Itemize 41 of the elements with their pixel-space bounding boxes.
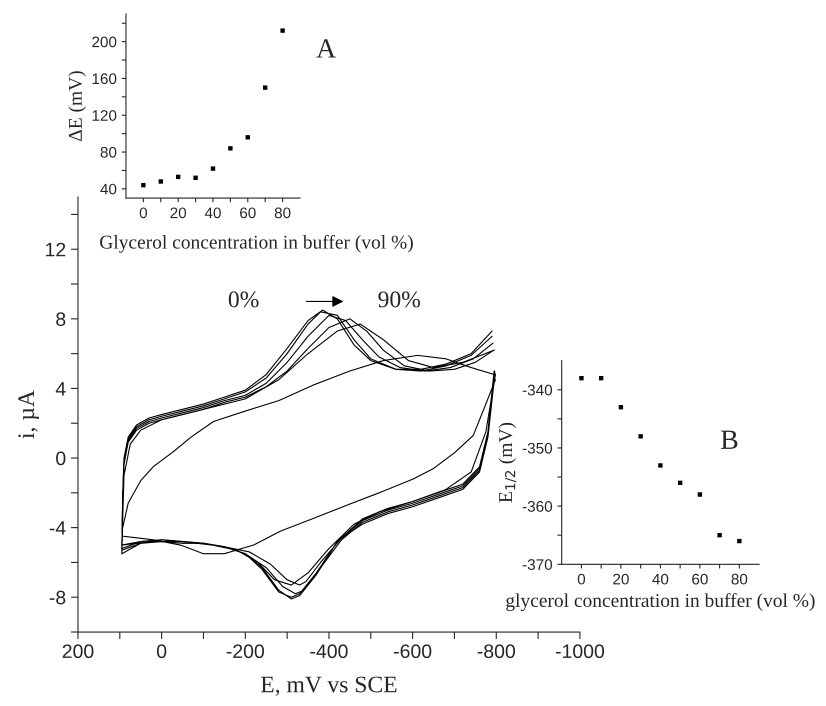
x-tick-label: -400 bbox=[310, 644, 348, 658]
y-tick-label: -360 bbox=[522, 501, 552, 512]
annotation: 0% bbox=[228, 291, 259, 308]
annotation: 90% bbox=[378, 291, 420, 308]
x-tick-label: 80 bbox=[732, 574, 748, 585]
y-tick-label: -8 bbox=[50, 590, 66, 604]
x-tick-label: 60 bbox=[692, 574, 708, 585]
y-tick-label: 80 bbox=[100, 146, 116, 158]
x-tick-label: 0 bbox=[578, 574, 586, 585]
y-tick-label: -4 bbox=[50, 521, 66, 535]
x-tick-label: -1000 bbox=[556, 644, 604, 658]
annotation: B bbox=[721, 430, 738, 449]
y-tick-label: 120 bbox=[92, 110, 116, 121]
x-tick-label: 0 bbox=[156, 644, 166, 658]
x-tick-label: -600 bbox=[394, 644, 432, 658]
y-tick-label: 0 bbox=[56, 451, 66, 466]
y-tick-label: 4 bbox=[56, 382, 66, 396]
y-tick-label: 40 bbox=[100, 184, 116, 195]
x-axis-title: Glycerol concentration in buffer (vol %) bbox=[100, 234, 413, 253]
y-tick-label: -340 bbox=[522, 384, 552, 396]
y-axis-title: i, µA bbox=[18, 390, 39, 439]
y-tick-label: -350 bbox=[522, 442, 552, 454]
x-tick-label: 80 bbox=[274, 207, 290, 218]
y-tick-label: 160 bbox=[92, 73, 116, 84]
y-axis-title: E$_{1/2}$ (mV) bbox=[498, 422, 516, 502]
x-tick-label: 0 bbox=[140, 207, 148, 218]
y-tick-label: 12 bbox=[46, 242, 66, 256]
y-tick-label: -370 bbox=[522, 559, 552, 570]
x-tick-label: 20 bbox=[170, 207, 186, 218]
x-tick-label: 40 bbox=[204, 207, 221, 218]
y-axis-title: ΔE (mV) bbox=[68, 71, 86, 141]
text: A bbox=[316, 39, 336, 58]
x-tick-label: -800 bbox=[478, 644, 515, 658]
x-tick-label: 20 bbox=[613, 574, 629, 585]
x-tick-label: 60 bbox=[240, 207, 256, 218]
x-tick-label: 40 bbox=[652, 574, 668, 585]
y-tick-label: 8 bbox=[56, 312, 66, 326]
x-axis-title: glycerol concentration in buffer (vol %) bbox=[506, 593, 815, 612]
x-tick-label: -200 bbox=[226, 644, 264, 658]
x-axis-title: E, mV vs SCE bbox=[260, 676, 396, 696]
y-tick-label: 200 bbox=[92, 36, 116, 48]
